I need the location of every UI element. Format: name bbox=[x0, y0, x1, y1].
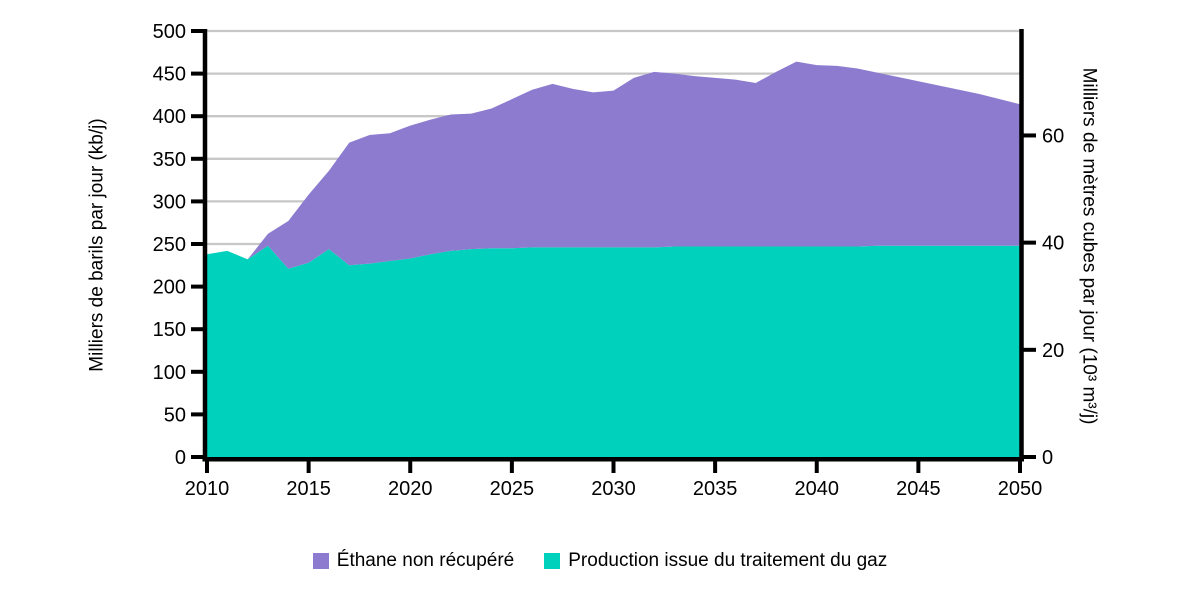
right-y-axis-title: Milliers de mètres cubes par jour (10³ m… bbox=[1078, 67, 1100, 425]
left-y-tick-label: 100 bbox=[153, 362, 186, 384]
left-y-tick-label: 50 bbox=[164, 404, 186, 426]
x-tick-label: 2015 bbox=[286, 478, 331, 500]
right-y-tick-label: 20 bbox=[1042, 340, 1064, 362]
legend-label-gas-production: Production issue du traitement du gaz bbox=[568, 550, 888, 571]
area-ethane bbox=[207, 61, 1020, 269]
x-tick-label: 2045 bbox=[896, 478, 941, 500]
legend-swatch-gas-production-icon bbox=[544, 553, 561, 569]
x-tick-label: 2025 bbox=[490, 478, 535, 500]
legend-swatch-ethane-icon bbox=[312, 553, 329, 569]
left-y-tick-label: 350 bbox=[153, 149, 186, 171]
chart-legend: Éthane non récupéré Production issue du … bbox=[0, 550, 1200, 572]
legend-label-ethane: Éthane non récupéré bbox=[336, 550, 515, 571]
left-y-axis-title: Milliers de barils par jour (kb/j) bbox=[86, 118, 108, 372]
left-y-tick-label: 300 bbox=[153, 191, 186, 213]
x-tick-label: 2035 bbox=[693, 478, 738, 500]
legend-item-gas-production: Production issue du traitement du gaz bbox=[544, 550, 887, 572]
left-y-tick-label: 400 bbox=[153, 106, 186, 128]
left-y-tick-label: 150 bbox=[153, 319, 186, 341]
x-tick-label: 2050 bbox=[998, 478, 1043, 500]
left-y-tick-label: 200 bbox=[153, 277, 186, 299]
left-y-tick-label: 500 bbox=[153, 21, 186, 43]
left-y-tick-label: 250 bbox=[153, 234, 186, 256]
left-y-tick-label: 0 bbox=[175, 447, 186, 469]
right-y-tick-label: 40 bbox=[1042, 233, 1064, 255]
x-tick-label: 2010 bbox=[185, 478, 230, 500]
area-gas-production bbox=[207, 245, 1020, 457]
x-tick-label: 2020 bbox=[388, 478, 433, 500]
legend-item-ethane: Éthane non récupéré bbox=[312, 550, 515, 572]
left-y-tick-label: 450 bbox=[153, 64, 186, 86]
right-y-tick-label: 60 bbox=[1042, 125, 1064, 147]
right-y-tick-label: 0 bbox=[1042, 447, 1053, 469]
x-tick-label: 2030 bbox=[591, 478, 636, 500]
x-tick-label: 2040 bbox=[795, 478, 840, 500]
